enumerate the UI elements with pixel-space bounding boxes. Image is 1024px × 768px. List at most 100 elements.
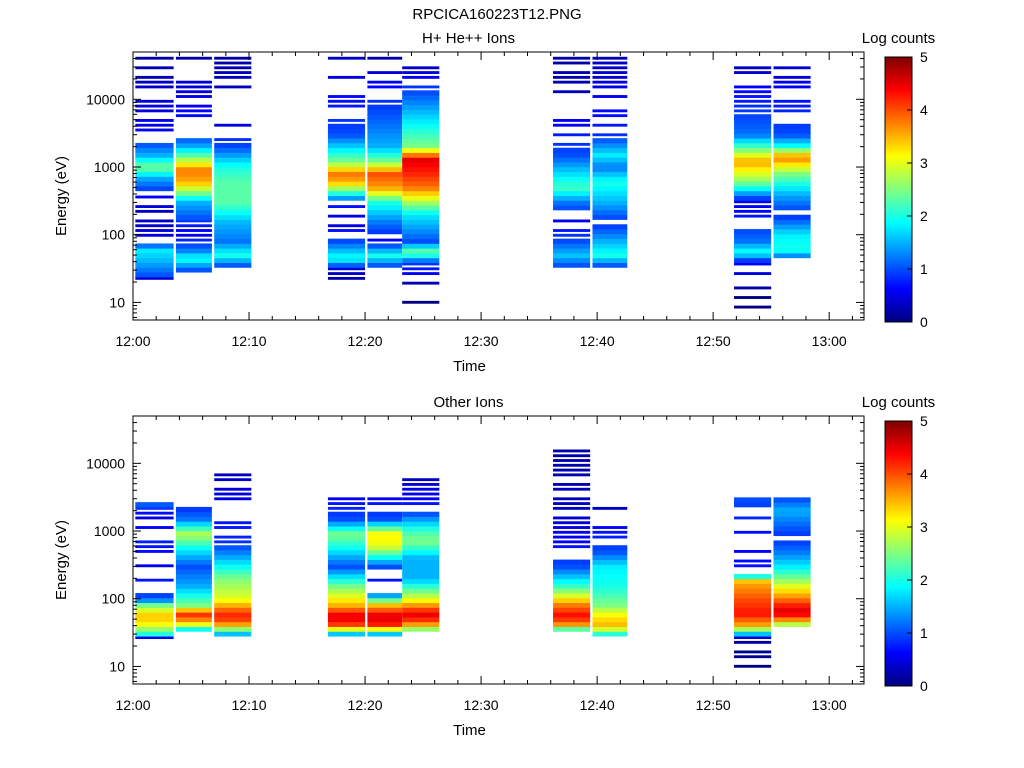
heatmap-cell xyxy=(175,602,212,608)
colorbar-tick-label: 0 xyxy=(920,678,928,694)
heatmap-cell xyxy=(402,588,440,594)
heatmap-cell xyxy=(135,209,174,213)
x-tick-label: 12:20 xyxy=(348,697,383,713)
heatmap-cell xyxy=(553,463,591,467)
heatmap-cell xyxy=(592,593,628,599)
heatmap-cell xyxy=(367,176,403,182)
heatmap-cell xyxy=(553,617,591,623)
heatmap-cell xyxy=(367,262,403,268)
heatmap-cell xyxy=(214,540,252,544)
heatmap-cell xyxy=(367,253,403,259)
heatmap-cell xyxy=(553,607,591,613)
heatmap-cell xyxy=(773,511,811,517)
heatmap-cell xyxy=(327,530,366,537)
heatmap-cell xyxy=(773,219,811,225)
heatmap-cell xyxy=(327,56,366,60)
sweep-7 xyxy=(553,56,591,268)
heatmap-cell xyxy=(402,540,440,546)
heatmap-cell xyxy=(734,90,772,94)
heatmap-cell xyxy=(175,545,212,551)
sweep-10 xyxy=(773,66,811,259)
heatmap-cell xyxy=(175,243,212,249)
heatmap-cell xyxy=(553,119,591,122)
heatmap-cell xyxy=(773,166,811,173)
heatmap-cell xyxy=(327,147,366,153)
heatmap-cell xyxy=(214,162,252,168)
y-tick-label: 10000 xyxy=(86,91,125,107)
heatmap-cell xyxy=(175,190,212,196)
heatmap-cell xyxy=(327,502,366,506)
heatmap-cell xyxy=(734,650,772,654)
heatmap-cell xyxy=(773,214,811,220)
colorbar-tick-label: 4 xyxy=(920,102,928,118)
heatmap-cell xyxy=(734,238,772,244)
heatmap-cell xyxy=(214,559,252,565)
heatmap-cell xyxy=(135,502,174,508)
colorbar-tick-label: 3 xyxy=(920,519,928,535)
heatmap-cell xyxy=(734,85,772,89)
heatmap-cell xyxy=(734,305,772,309)
heatmap-cell xyxy=(135,253,174,259)
x-tick-label: 13:00 xyxy=(812,333,847,349)
y-tick-label: 10 xyxy=(109,658,125,674)
heatmap-cell xyxy=(553,186,591,192)
heatmap-cell xyxy=(734,138,772,144)
heatmap-cell xyxy=(135,516,174,520)
heatmap-cell xyxy=(734,95,772,98)
heatmap-cell xyxy=(734,559,772,563)
heatmap-cell xyxy=(135,195,174,199)
heatmap-cell xyxy=(773,75,811,79)
heatmap-cell xyxy=(734,229,772,235)
heatmap-cell xyxy=(553,56,591,60)
colorbar-tick-label: 2 xyxy=(920,572,928,588)
heatmap-cell xyxy=(773,583,811,589)
heatmap-cell xyxy=(592,238,628,244)
heatmap-cell xyxy=(553,468,591,472)
heatmap-cell xyxy=(175,521,212,527)
heatmap-cell xyxy=(734,530,772,534)
heatmap-cell xyxy=(402,554,440,560)
heatmap-cell xyxy=(367,540,403,546)
heatmap-cell xyxy=(734,272,772,276)
heatmap-cell xyxy=(553,152,591,158)
heatmap-cell xyxy=(214,224,252,230)
heatmap-cell xyxy=(592,181,628,187)
heatmap-cell xyxy=(135,205,174,209)
heatmap-cell xyxy=(135,157,174,163)
heatmap-cell xyxy=(135,104,174,108)
heatmap-cell xyxy=(734,612,772,618)
heatmap-cell xyxy=(214,176,252,182)
heatmap-cell xyxy=(402,147,440,153)
heatmap-cell xyxy=(327,559,366,565)
heatmap-cell xyxy=(175,147,212,153)
heatmap-cell xyxy=(734,243,772,249)
panel-2: 12:00 12:10 12:20 12:30 12:40 12:50 13:0010100… xyxy=(53,394,935,739)
heatmap-cell xyxy=(135,243,174,249)
heatmap-cell xyxy=(135,578,174,582)
heatmap-cell xyxy=(773,238,811,244)
heatmap-cell xyxy=(175,578,212,584)
heatmap-cell xyxy=(327,602,366,608)
heatmap-cell xyxy=(592,617,628,623)
heatmap-cell xyxy=(553,483,591,486)
sweep-3 xyxy=(214,56,252,268)
heatmap-cell xyxy=(135,75,174,79)
heatmap-cell xyxy=(553,147,591,153)
panel-1: 12:00 12:10 12:20 12:30 12:40 12:50 13:0010100… xyxy=(53,30,935,375)
heatmap-cell xyxy=(773,142,811,149)
heatmap-cell xyxy=(402,123,440,129)
heatmap-cell xyxy=(175,157,212,163)
heatmap-cell xyxy=(214,61,252,65)
heatmap-cell xyxy=(214,583,252,589)
heatmap-cell xyxy=(402,200,440,206)
heatmap-cell xyxy=(327,276,366,280)
heatmap-cell xyxy=(214,478,252,482)
heatmap-cell xyxy=(327,138,366,144)
heatmap-cell xyxy=(553,181,591,187)
heatmap-cell xyxy=(367,602,403,608)
heatmap-cell xyxy=(327,157,366,163)
heatmap-cell xyxy=(327,190,366,196)
heatmap-cell xyxy=(402,119,440,125)
heatmap-cell xyxy=(734,119,772,125)
heatmap-cell xyxy=(327,224,366,228)
